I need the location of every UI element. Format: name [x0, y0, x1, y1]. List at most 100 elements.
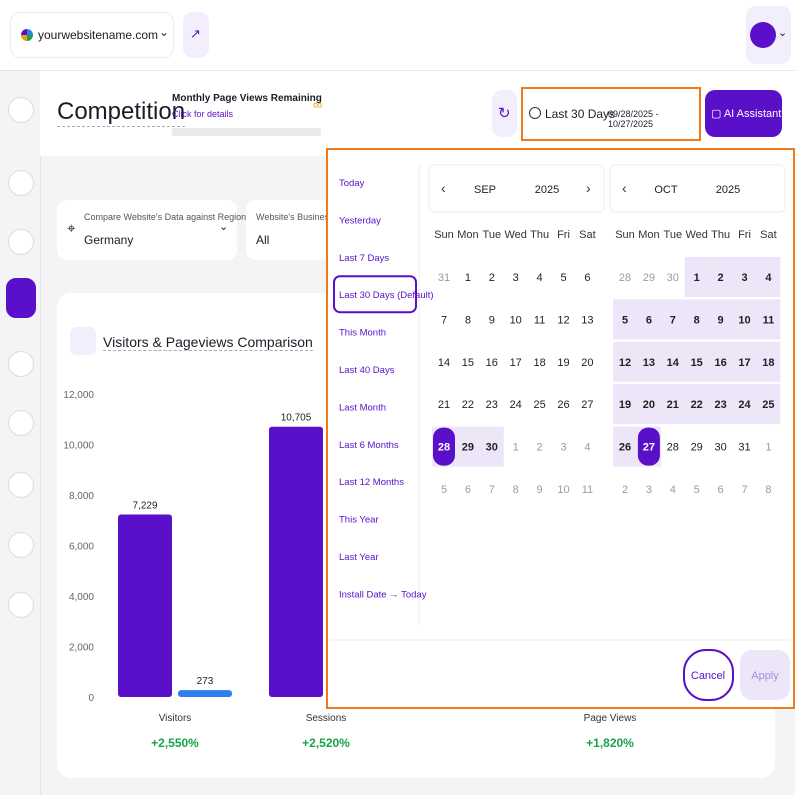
day[interactable]: 28 — [438, 442, 450, 454]
day[interactable]: 5 — [622, 314, 628, 326]
preset-option[interactable]: Last Year — [339, 552, 379, 563]
day[interactable]: 3 — [560, 442, 566, 454]
preset-option[interactable]: Last 30 Days (Default) — [339, 290, 434, 301]
day[interactable]: 25 — [762, 399, 774, 411]
day[interactable]: 4 — [670, 484, 676, 496]
day[interactable]: 26 — [619, 442, 631, 454]
day[interactable]: 12 — [619, 357, 631, 369]
preset-option[interactable]: This Month — [339, 328, 386, 339]
day[interactable]: 13 — [643, 357, 655, 369]
day[interactable]: 14 — [438, 357, 450, 369]
preset-option[interactable]: This Year — [339, 515, 379, 526]
day[interactable]: 17 — [738, 357, 750, 369]
day[interactable]: 23 — [714, 399, 726, 411]
day[interactable]: 3 — [513, 272, 519, 284]
day[interactable]: 21 — [438, 399, 450, 411]
day[interactable]: 4 — [765, 272, 772, 284]
day[interactable]: 9 — [489, 314, 495, 326]
day[interactable]: 18 — [533, 357, 545, 369]
day[interactable]: 9 — [537, 484, 543, 496]
day[interactable]: 1 — [513, 442, 519, 454]
day[interactable]: 7 — [441, 314, 447, 326]
day[interactable]: 10 — [557, 484, 569, 496]
preset-option[interactable]: Last 12 Months — [339, 477, 404, 488]
day[interactable]: 7 — [670, 314, 676, 326]
day[interactable]: 15 — [462, 357, 474, 369]
day[interactable]: 3 — [741, 272, 747, 284]
day[interactable]: 22 — [462, 399, 474, 411]
day[interactable]: 1 — [694, 272, 700, 284]
day[interactable]: 31 — [738, 442, 750, 454]
preset-option[interactable]: Last 6 Months — [339, 440, 399, 451]
prev-month[interactable]: ‹ — [441, 180, 446, 196]
day[interactable]: 2 — [718, 272, 724, 284]
day[interactable]: 8 — [765, 484, 771, 496]
day[interactable]: 7 — [741, 484, 747, 496]
day[interactable]: 4 — [537, 272, 543, 284]
day[interactable]: 2 — [537, 442, 543, 454]
day[interactable]: 16 — [714, 357, 726, 369]
day[interactable]: 11 — [534, 314, 545, 326]
day[interactable]: 14 — [667, 357, 680, 369]
day[interactable]: 29 — [691, 442, 703, 454]
day[interactable]: 30 — [486, 442, 498, 454]
day[interactable]: 7 — [489, 484, 495, 496]
preset-option[interactable]: Last Month — [339, 402, 386, 413]
day[interactable]: 28 — [667, 442, 679, 454]
date-range-button[interactable]: Last 30 Days 09/28/2025 - 10/27/2025 — [521, 87, 701, 141]
day[interactable]: 15 — [691, 357, 703, 369]
day[interactable]: 6 — [584, 272, 590, 284]
day[interactable]: 26 — [557, 399, 569, 411]
preset-option[interactable]: Last 7 Days — [339, 253, 389, 264]
day[interactable]: 11 — [763, 314, 775, 326]
day[interactable]: 5 — [694, 484, 700, 496]
day[interactable]: 13 — [581, 314, 593, 326]
nav-icon[interactable] — [8, 97, 34, 123]
day[interactable]: 31 — [438, 272, 450, 284]
day[interactable]: 5 — [560, 272, 566, 284]
day[interactable]: 27 — [643, 442, 655, 454]
account-menu[interactable]: ⌄ — [746, 6, 791, 64]
open-site-button[interactable]: ↗ — [183, 12, 209, 58]
day[interactable]: 10 — [738, 314, 750, 326]
day[interactable]: 24 — [738, 399, 751, 411]
day[interactable]: 6 — [718, 484, 724, 496]
day[interactable]: 1 — [465, 272, 471, 284]
nav-icon[interactable] — [8, 472, 34, 498]
nav-icon[interactable] — [8, 170, 34, 196]
day[interactable]: 16 — [486, 357, 498, 369]
ai-assistant-button[interactable]: ▢ AI Assistant — [705, 90, 782, 137]
day[interactable]: 8 — [465, 314, 471, 326]
nav-icon[interactable] — [8, 229, 34, 255]
day[interactable]: 18 — [762, 357, 774, 369]
refresh-button[interactable]: ↻ — [492, 90, 517, 137]
day[interactable]: 27 — [581, 399, 593, 411]
day[interactable]: 17 — [510, 357, 522, 369]
prev-month[interactable]: ‹ — [622, 180, 627, 196]
day[interactable]: 20 — [643, 399, 655, 411]
day[interactable]: 9 — [718, 314, 724, 326]
day[interactable]: 20 — [581, 357, 593, 369]
day[interactable]: 30 — [714, 442, 726, 454]
day[interactable]: 3 — [646, 484, 652, 496]
day[interactable]: 19 — [557, 357, 569, 369]
apply-button[interactable] — [740, 650, 790, 700]
nav-icon[interactable] — [8, 532, 34, 558]
day[interactable]: 6 — [465, 484, 471, 496]
day[interactable]: 6 — [646, 314, 652, 326]
preset-option[interactable]: Today — [339, 178, 365, 189]
preset-option[interactable]: Install Date → Today — [339, 589, 427, 600]
nav-icon[interactable] — [8, 592, 34, 618]
day[interactable]: 10 — [510, 314, 522, 326]
site-selector[interactable]: yourwebsitename.com ⌄ — [10, 12, 174, 58]
preset-option[interactable]: Yesterday — [339, 215, 381, 226]
day[interactable]: 2 — [489, 272, 495, 284]
day[interactable]: 2 — [622, 484, 628, 496]
day[interactable]: 11 — [582, 484, 593, 496]
nav-icon[interactable] — [8, 410, 34, 436]
day[interactable]: 29 — [462, 442, 474, 454]
day[interactable]: 12 — [557, 314, 569, 326]
day[interactable]: 29 — [643, 272, 655, 284]
day[interactable]: 23 — [486, 399, 498, 411]
day[interactable]: 30 — [667, 272, 679, 284]
